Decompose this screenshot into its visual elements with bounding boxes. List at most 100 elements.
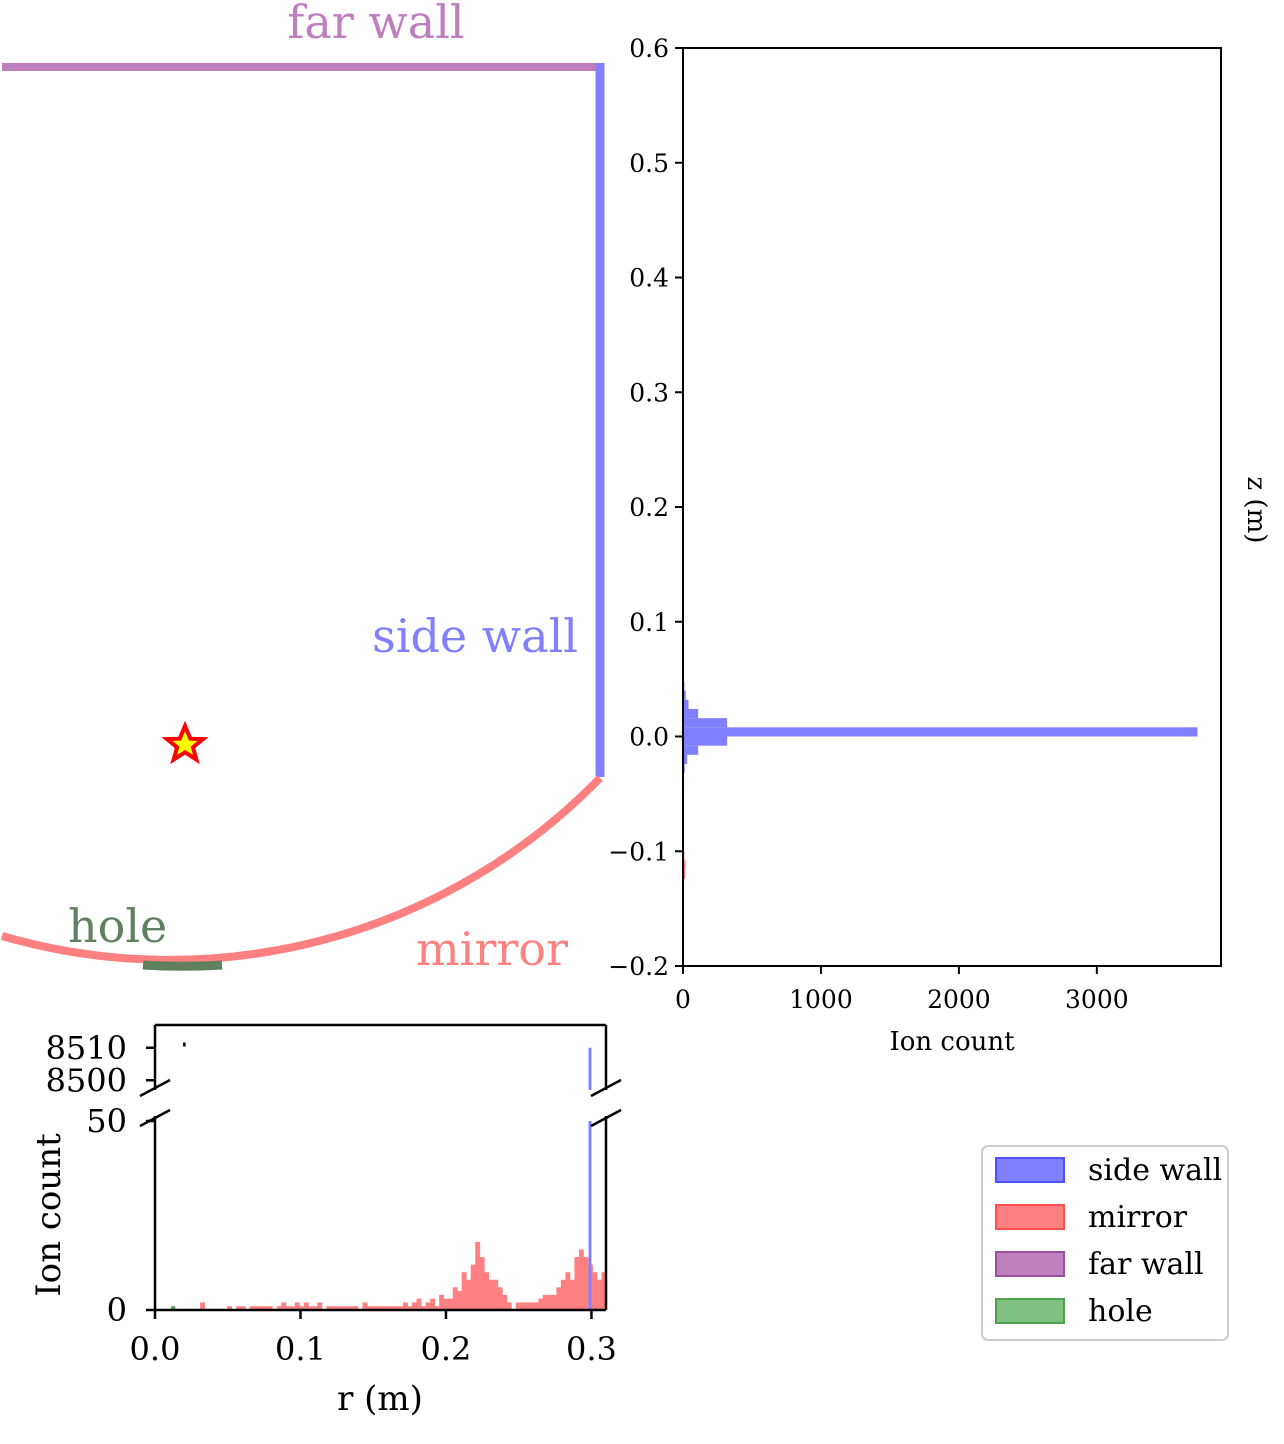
r-bar-mirror <box>353 1306 359 1310</box>
r-bar-mirror <box>398 1306 404 1310</box>
legend-swatch-side-wall <box>995 1157 1065 1183</box>
z-xaxis-label: Ion count <box>889 1027 1015 1057</box>
r-bar-side-wall <box>588 1121 592 1310</box>
z-histogram-frame <box>682 47 1222 967</box>
r-bar-mirror <box>538 1298 544 1310</box>
r-bar-mirror <box>236 1306 242 1310</box>
r-bar-mirror <box>520 1302 526 1310</box>
hole-arc <box>142 960 223 971</box>
r-histogram-bars <box>171 1121 607 1310</box>
r-bar-mirror <box>276 1306 282 1310</box>
z-yaxis-label: z (m) <box>1241 477 1271 544</box>
r-bar-mirror <box>263 1306 269 1310</box>
r-bar-mirror <box>578 1249 584 1310</box>
z-xtick-label: 1000 <box>789 985 853 1014</box>
legend-swatch-mirror <box>995 1204 1065 1230</box>
r-bar-mirror <box>294 1302 300 1310</box>
r-xtick-label: 0.1 <box>275 1330 326 1368</box>
z-bar-mirror <box>683 869 686 879</box>
z-ytick-label: 0.6 <box>629 34 669 63</box>
r-bar-mirror <box>574 1257 580 1310</box>
r-bar-mirror <box>385 1306 390 1310</box>
r-xaxis-ticks: 0.0 0.1 0.2 0.3 <box>130 1310 617 1368</box>
r-bar-mirror <box>227 1306 233 1310</box>
r-bar-mirror <box>479 1257 485 1310</box>
r-xtick-label: 0.2 <box>421 1330 472 1368</box>
axis-break-mark <box>139 1108 171 1128</box>
r-bar-side-wall <box>588 1047 592 1090</box>
r-bar-mirror <box>285 1306 291 1310</box>
hole-label: hole <box>68 899 167 953</box>
legend-frame <box>981 1145 1229 1341</box>
legend-items: side wall mirror far wall hole <box>995 1153 1222 1329</box>
r-bar-mirror <box>569 1279 575 1310</box>
axis-break-mark <box>590 1108 622 1128</box>
r-bar-mirror <box>371 1306 377 1310</box>
z-ytick-label: −0.1 <box>608 837 669 866</box>
r-ytick-label: 8510 <box>46 1029 127 1067</box>
r-bar-mirror <box>416 1298 422 1310</box>
r-bar-mirror <box>394 1306 399 1310</box>
z-bar-side-wall <box>683 736 728 746</box>
r-bar-mirror <box>565 1272 571 1310</box>
axis-break-mark <box>139 1078 171 1098</box>
z-histogram-bars <box>683 663 1198 888</box>
mirror-label: mirror <box>416 922 568 976</box>
r-bar-mirror <box>421 1306 426 1310</box>
z-bar-mirror <box>683 860 686 870</box>
r-bar-hole <box>171 1306 176 1310</box>
z-ytick-label: 0.4 <box>629 264 669 293</box>
r-bar-mirror <box>493 1279 499 1310</box>
r-bar-mirror <box>524 1302 530 1310</box>
z-xtick-label: 0 <box>675 985 691 1014</box>
legend-label-side-wall: side wall <box>1088 1153 1222 1188</box>
legend-label-far-wall: far wall <box>1088 1247 1204 1282</box>
side-wall-label: side wall <box>372 609 578 663</box>
r-bar-mirror <box>344 1306 350 1310</box>
r-bar-mirror <box>515 1302 521 1310</box>
r-bar-mirror <box>430 1298 436 1310</box>
r-bar-mirror <box>497 1287 503 1310</box>
r-ytick-label: 8500 <box>46 1061 127 1099</box>
r-bar-mirror <box>339 1306 345 1310</box>
r-bar-mirror <box>452 1287 458 1310</box>
r-bar-mirror <box>547 1294 553 1310</box>
r-bar-mirror <box>475 1241 481 1310</box>
r-bar-mirror <box>425 1302 431 1310</box>
r-bar-mirror <box>466 1279 472 1310</box>
r-bar-mirror <box>412 1302 417 1310</box>
legend: side wall mirror far wall hole <box>981 1145 1229 1341</box>
mirror-arc <box>0 775 603 964</box>
r-bar-mirror <box>583 1257 589 1310</box>
z-bar-side-wall <box>683 745 699 755</box>
z-bar-side-wall <box>683 718 728 728</box>
r-xaxis-label: r (m) <box>337 1379 423 1419</box>
r-bar-mirror <box>461 1272 467 1310</box>
r-yaxis-label: Ion count <box>29 1133 69 1297</box>
r-bar-mirror <box>308 1306 314 1310</box>
r-bar-mirror <box>240 1306 246 1310</box>
r-bar-mirror <box>335 1306 341 1310</box>
z-xaxis-ticks: 0 1000 2000 3000 <box>675 966 1129 1014</box>
r-bar-mirror <box>303 1302 309 1310</box>
r-bar-mirror <box>299 1306 305 1310</box>
r-ytick-label: 0 <box>107 1291 127 1329</box>
r-bar-mirror <box>448 1298 454 1310</box>
r-ytick-label: 50 <box>86 1102 127 1140</box>
z-ytick-label: −0.2 <box>608 952 669 981</box>
legend-swatch-far-wall <box>995 1251 1065 1277</box>
r-bar-mirror <box>375 1306 381 1310</box>
r-bar-mirror <box>560 1279 566 1310</box>
r-bar-mirror <box>488 1279 494 1310</box>
r-bar-mirror <box>551 1294 557 1310</box>
z-bar-side-wall <box>683 727 1198 737</box>
r-bar-mirror <box>254 1306 260 1310</box>
r-bar-mirror <box>200 1302 206 1310</box>
r-xtick-label: 0.0 <box>130 1330 181 1368</box>
z-ytick-label: 0.3 <box>629 378 669 407</box>
r-bar-mirror <box>470 1264 476 1310</box>
far-wall-label: far wall <box>287 0 464 49</box>
